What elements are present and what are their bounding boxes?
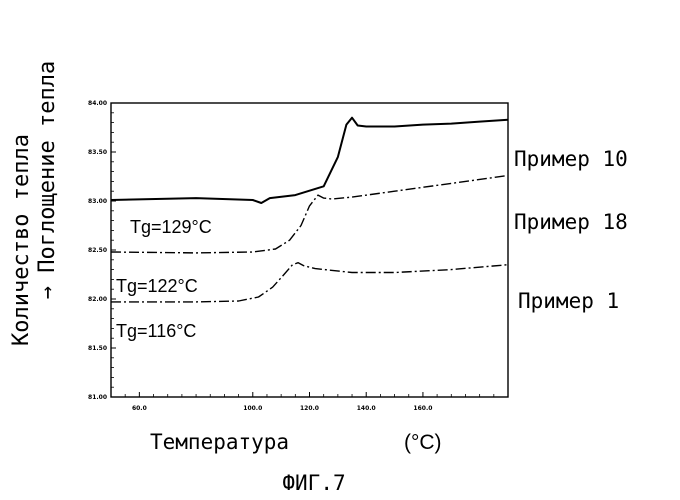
x-tick-label: 140.0 [357, 405, 376, 412]
y-tick-label: 81.50 [88, 345, 107, 352]
plot-frame [111, 103, 508, 397]
series-name-label: Пример 1 [518, 289, 619, 313]
y-tick-label: 84.00 [88, 100, 107, 107]
y-tick-label: 82.00 [88, 296, 107, 303]
x-tick-label: 100.0 [243, 405, 262, 412]
x-tick-label: 120.0 [300, 405, 319, 412]
series-labels: Пример 10 Tg=129°C Пример 18 Tg=122°C Пример… [116, 147, 628, 341]
y-axis-label-line-2: → Поглощение тепла [35, 61, 60, 299]
tg-annotation: Tg=129°C [130, 217, 212, 237]
x-tick-label: 160.0 [413, 405, 432, 412]
y-axis-label-line-1: Количество тепла [9, 134, 34, 346]
tg-annotation: Tg=116°C [116, 321, 196, 341]
x-axis-unit: (°C) [404, 431, 442, 454]
series-name-label: Пример 10 [514, 147, 628, 171]
figure-caption: ФИГ.7 [282, 471, 345, 495]
axis-ticks: 84.00 83.50 83.00 82.50 82.00 81.50 81.00 60.0 1… [88, 100, 494, 412]
x-axis-label: Температура [150, 430, 289, 454]
y-tick-label: 81.00 [88, 394, 107, 401]
y-tick-label: 83.00 [88, 198, 107, 205]
series-line-1 [111, 118, 508, 203]
plot-area [111, 103, 508, 397]
tg-annotation: Tg=122°C [116, 276, 198, 296]
series-name-label: Пример 18 [514, 210, 628, 234]
y-tick-label: 82.50 [88, 247, 107, 254]
series-lines [111, 118, 508, 302]
y-tick-label: 83.50 [88, 149, 107, 156]
x-tick-label: 60.0 [132, 405, 147, 412]
series-line-2 [111, 176, 508, 253]
